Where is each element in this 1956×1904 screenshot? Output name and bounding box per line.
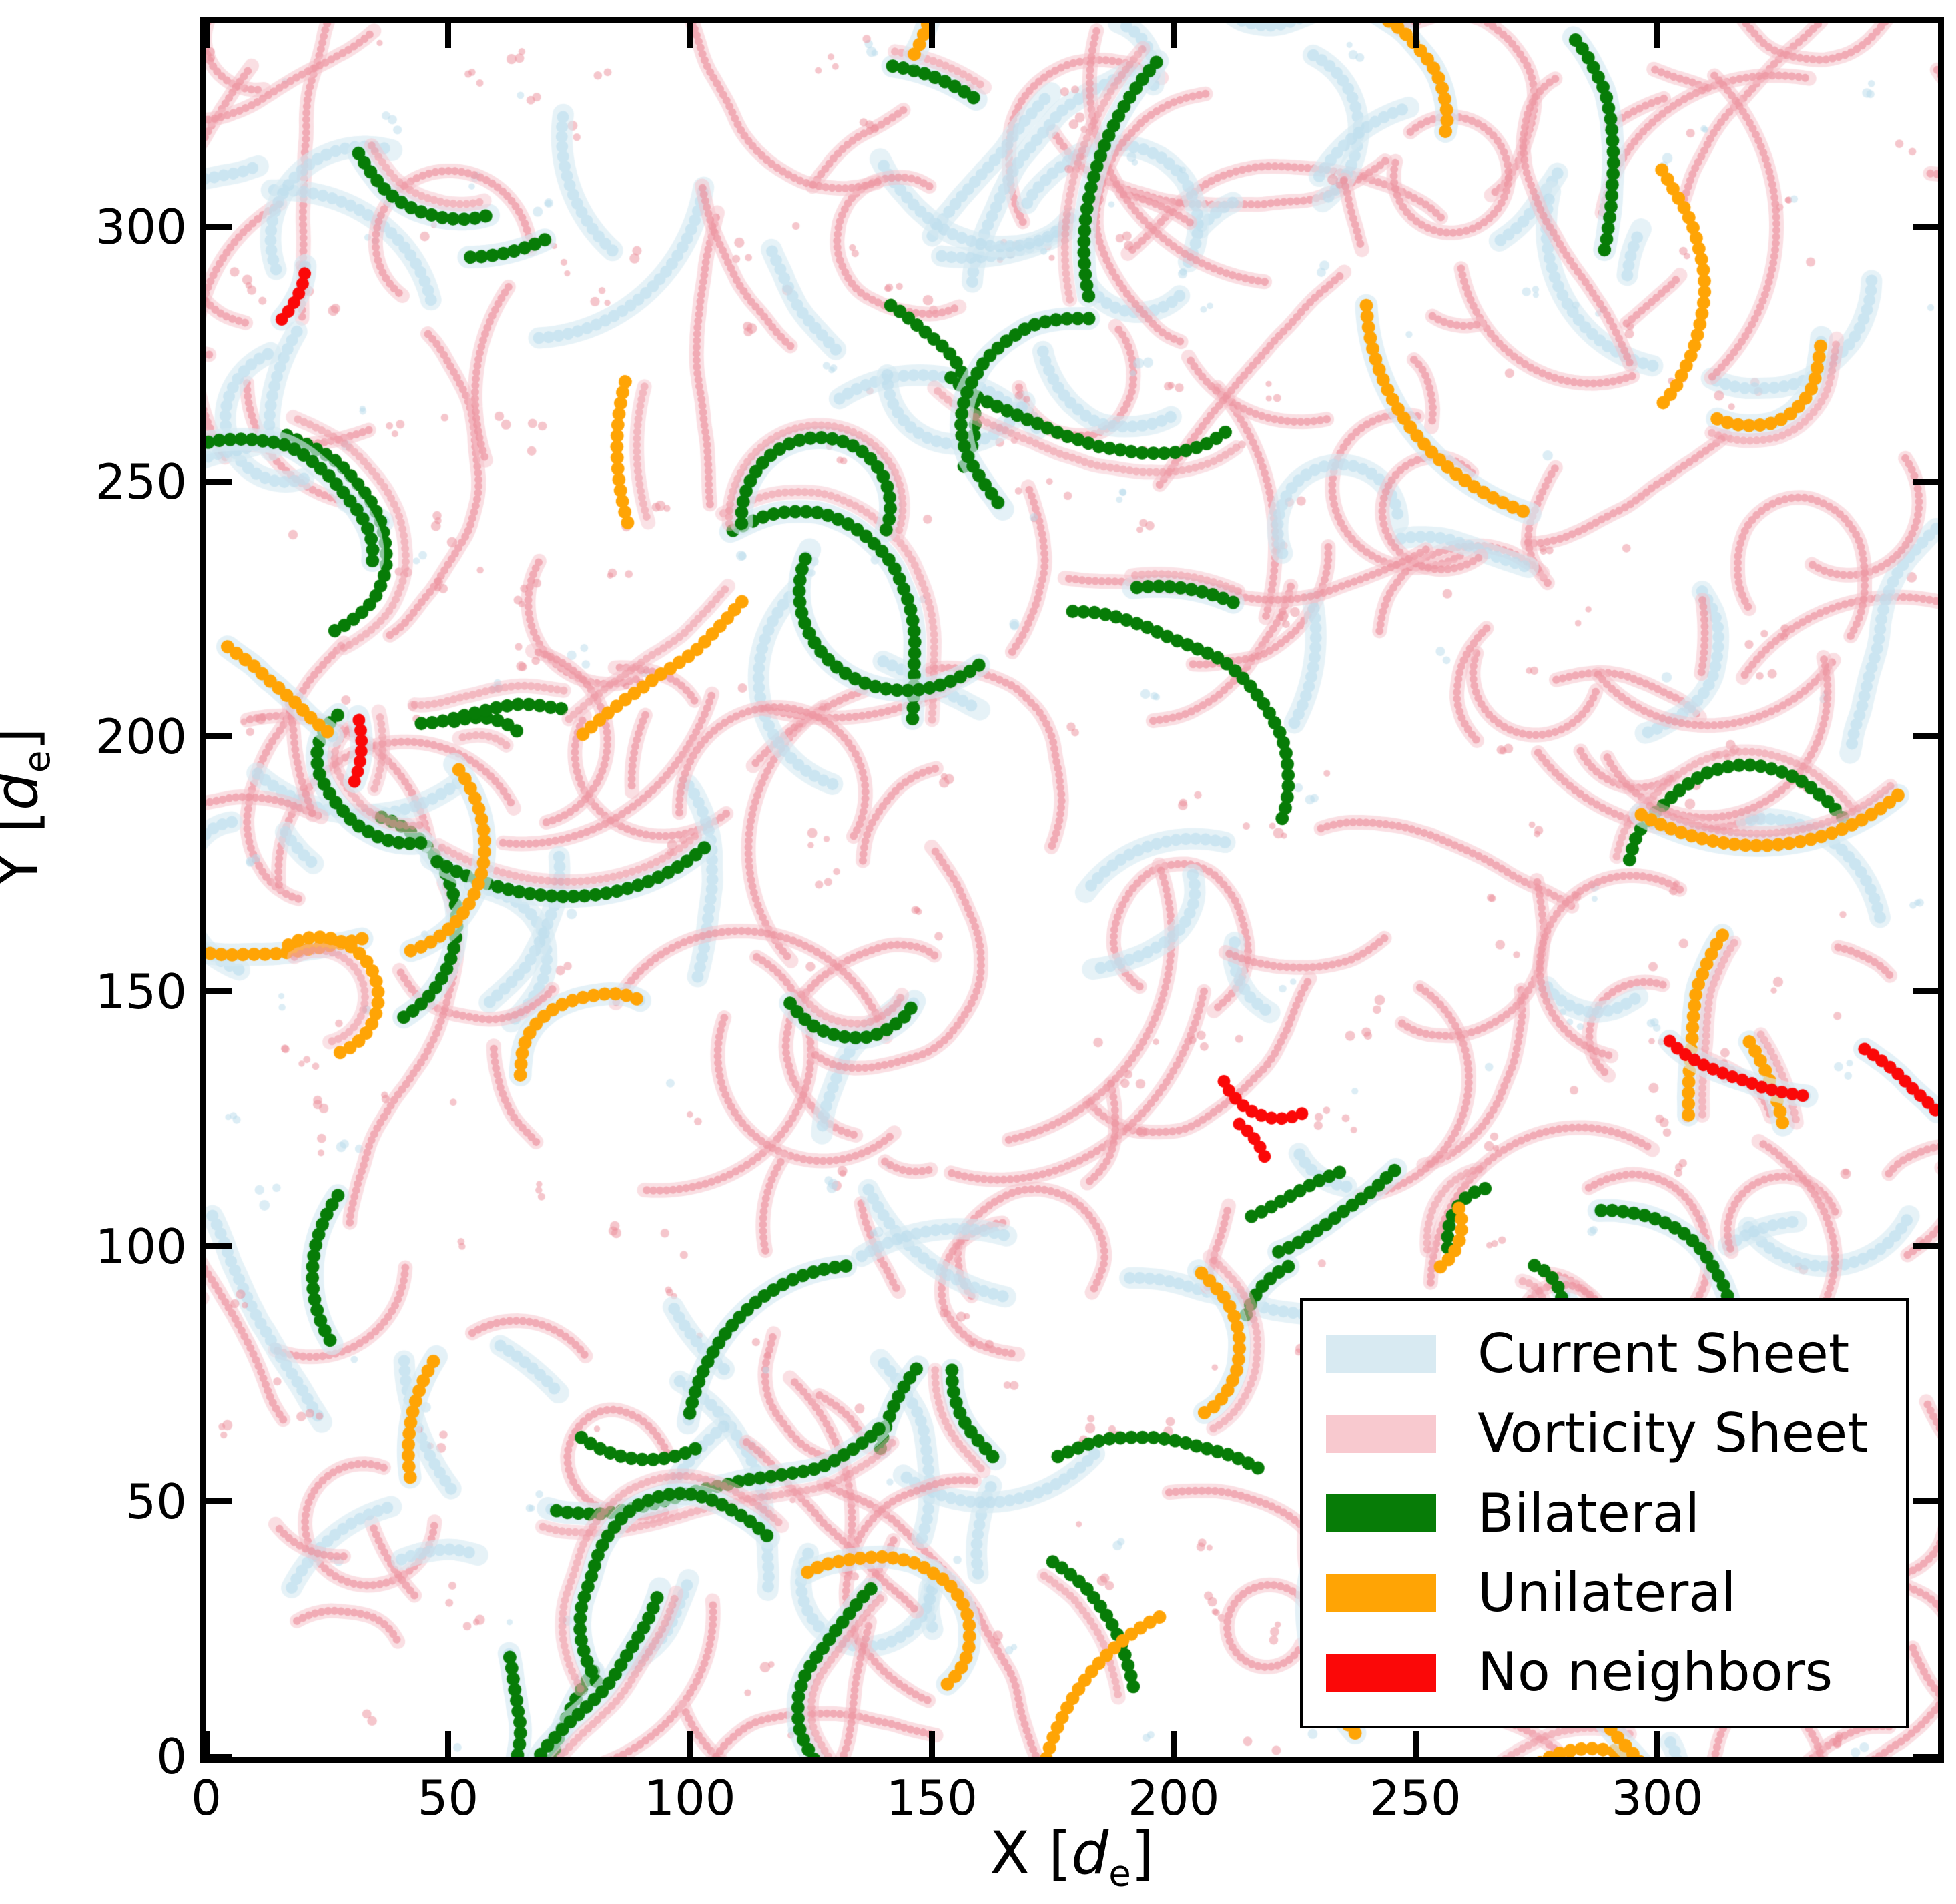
- y-tick-left: [206, 1498, 232, 1505]
- y-tick-right: [1913, 1498, 1938, 1505]
- x-tick-top: [203, 23, 210, 48]
- x-tick-top: [1412, 23, 1419, 48]
- y-tick-left: [206, 479, 232, 485]
- legend-label: Unilateral: [1478, 1561, 1736, 1624]
- y-tick-right: [1913, 479, 1938, 485]
- legend-label: Vorticity Sheet: [1478, 1402, 1869, 1465]
- legend-item-current-sheet: Current Sheet: [1326, 1327, 1893, 1381]
- y-tick-right: [1913, 1243, 1938, 1250]
- x-tick-bottom: [444, 1731, 451, 1757]
- legend-label: Bilateral: [1478, 1482, 1700, 1544]
- plot-area: [200, 17, 1944, 1763]
- legend-item-unilateral: Unilateral: [1326, 1566, 1893, 1620]
- x-tick-top: [1171, 23, 1177, 48]
- x-axis-label: X [de]: [989, 1819, 1155, 1895]
- x-tick-bottom: [1171, 1731, 1177, 1757]
- x-tick-label: 100: [644, 1770, 736, 1826]
- y-tick-label: 250: [95, 453, 187, 510]
- y-tick-left: [206, 988, 232, 995]
- legend-item-bilateral: Bilateral: [1326, 1482, 1893, 1544]
- legend-label: No neighbors: [1478, 1641, 1833, 1703]
- y-tick-right: [1913, 1753, 1938, 1760]
- y-tick-label: 100: [95, 1218, 187, 1275]
- x-tick-top: [444, 23, 451, 48]
- x-tick-label: 0: [191, 1770, 222, 1826]
- x-tick-top: [928, 23, 935, 48]
- unilateral-swatch-icon: [1326, 1574, 1436, 1612]
- x-tick-bottom: [1654, 1731, 1661, 1757]
- y-tick-label: 50: [125, 1473, 187, 1530]
- legend-item-no-neighbors: No neighbors: [1326, 1646, 1893, 1699]
- y-tick-right: [1913, 224, 1938, 230]
- legend-item-vorticity-sheet: Vorticity Sheet: [1326, 1407, 1893, 1460]
- x-tick-bottom: [928, 1731, 935, 1757]
- bilateral-swatch-icon: [1326, 1494, 1436, 1532]
- x-tick-bottom: [203, 1731, 210, 1757]
- legend-label: Current Sheet: [1478, 1323, 1850, 1385]
- x-tick-bottom: [1412, 1731, 1419, 1757]
- y-tick-left: [206, 733, 232, 740]
- legend: Current Sheet Vorticity Sheet Bilateral …: [1300, 1298, 1909, 1728]
- no-neighbors-swatch-icon: [1326, 1653, 1436, 1692]
- y-tick-left: [206, 1243, 232, 1250]
- y-tick-label: 150: [95, 963, 187, 1020]
- x-tick-top: [687, 23, 693, 48]
- x-tick-label: 250: [1369, 1770, 1461, 1826]
- y-tick-label: 0: [156, 1728, 187, 1785]
- x-tick-top: [1654, 23, 1661, 48]
- vorticity-sheet-swatch-icon: [1326, 1414, 1436, 1453]
- y-tick-left: [206, 224, 232, 230]
- y-tick-right: [1913, 988, 1938, 995]
- x-tick-label: 50: [417, 1770, 479, 1826]
- x-tick-label: 150: [886, 1770, 978, 1826]
- y-tick-left: [206, 1753, 232, 1760]
- y-tick-label: 300: [95, 198, 187, 255]
- x-tick-label: 300: [1611, 1770, 1704, 1826]
- x-tick-bottom: [687, 1731, 693, 1757]
- current-sheet-swatch-icon: [1326, 1335, 1436, 1373]
- y-tick-label: 200: [95, 708, 187, 765]
- y-tick-right: [1913, 733, 1938, 740]
- x-tick-label: 200: [1128, 1770, 1220, 1826]
